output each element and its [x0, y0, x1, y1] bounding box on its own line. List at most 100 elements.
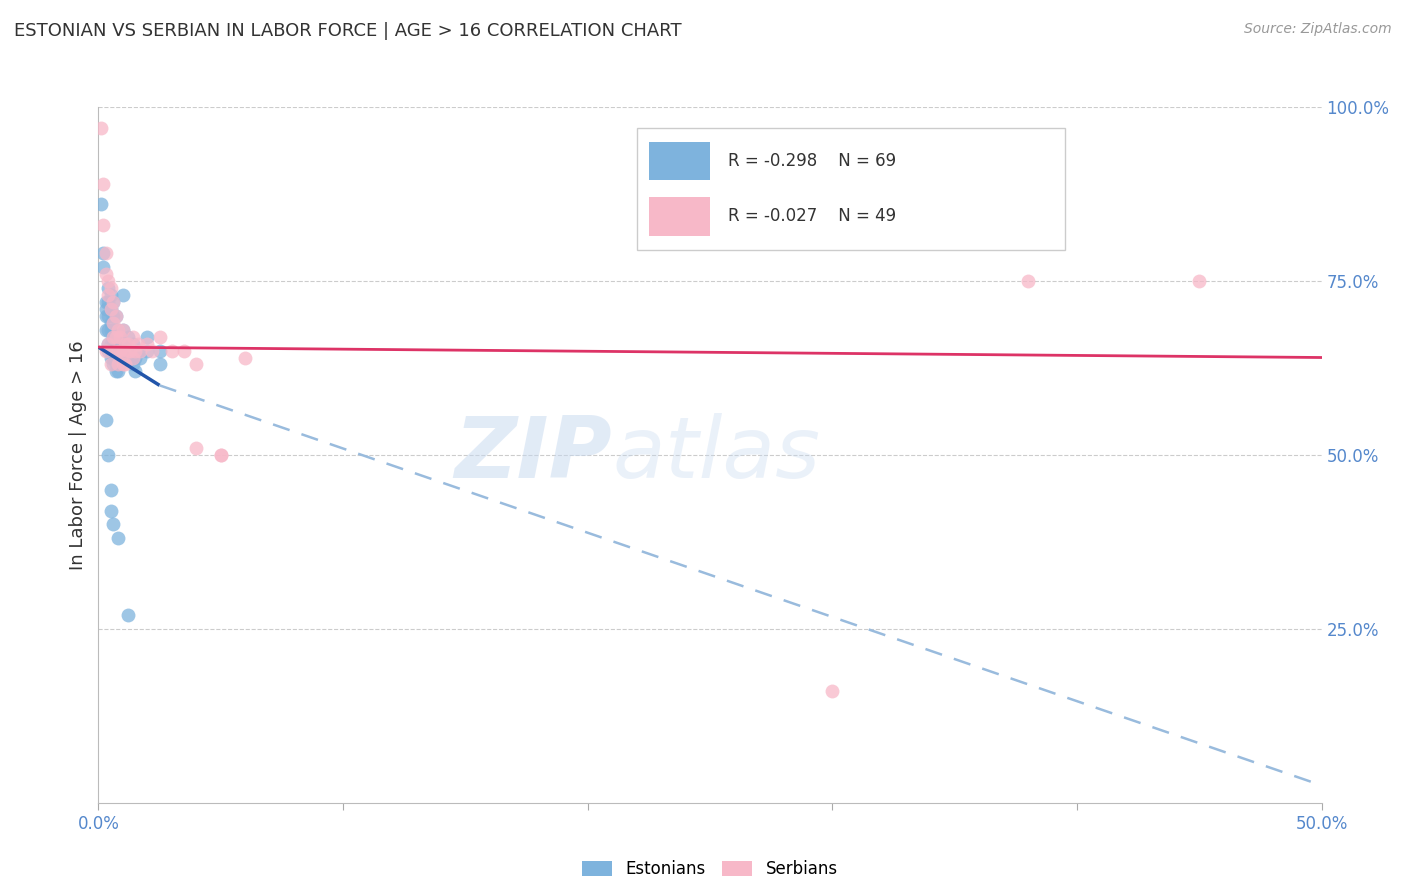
Point	[821, 684, 844, 698]
Point	[104, 336, 127, 351]
Point	[107, 323, 129, 337]
Point	[111, 323, 134, 337]
Point	[101, 517, 124, 532]
Point	[111, 351, 134, 365]
Point	[129, 351, 152, 365]
Point	[117, 343, 139, 358]
Point	[107, 532, 129, 546]
Text: Source: ZipAtlas.com: Source: ZipAtlas.com	[1244, 22, 1392, 37]
Point	[160, 343, 183, 358]
Point	[124, 343, 146, 358]
Point	[97, 448, 120, 462]
Point	[121, 351, 143, 365]
Point	[100, 301, 122, 316]
Point	[94, 294, 117, 309]
Point	[111, 358, 134, 372]
Point	[101, 343, 124, 358]
Point	[121, 336, 143, 351]
Point	[104, 364, 127, 378]
Point	[121, 358, 143, 372]
Point	[117, 329, 139, 343]
Point	[104, 329, 127, 343]
Point	[97, 294, 120, 309]
Point	[186, 441, 208, 455]
Point	[100, 316, 122, 330]
Point	[100, 351, 122, 365]
Point	[101, 294, 124, 309]
Point	[149, 343, 172, 358]
Text: ESTONIAN VS SERBIAN IN LABOR FORCE | AGE > 16 CORRELATION CHART: ESTONIAN VS SERBIAN IN LABOR FORCE | AGE…	[14, 22, 682, 40]
Point	[101, 329, 124, 343]
Point	[114, 336, 136, 351]
Point	[91, 219, 114, 233]
Point	[91, 177, 114, 191]
Point	[117, 336, 139, 351]
Point	[107, 323, 129, 337]
Point	[104, 343, 127, 358]
Point	[124, 351, 146, 365]
Point	[127, 343, 149, 358]
Point	[120, 351, 142, 365]
Point	[121, 329, 143, 343]
Point	[90, 120, 112, 135]
Text: atlas: atlas	[612, 413, 820, 497]
Point	[107, 343, 129, 358]
Point	[110, 343, 132, 358]
Point	[91, 246, 114, 260]
Point	[104, 343, 127, 358]
Point	[100, 301, 122, 316]
Point	[120, 343, 142, 358]
Point	[117, 343, 139, 358]
Point	[100, 281, 122, 295]
Point	[97, 281, 120, 295]
Legend: Estonians, Serbians: Estonians, Serbians	[575, 854, 845, 885]
Point	[111, 288, 134, 302]
Point	[104, 358, 127, 372]
Point	[149, 329, 172, 343]
Point	[97, 343, 120, 358]
Point	[94, 301, 117, 316]
Point	[107, 358, 129, 372]
Point	[104, 309, 127, 323]
Point	[107, 364, 129, 378]
Point	[233, 351, 256, 365]
Point	[91, 260, 114, 274]
Point	[110, 329, 132, 343]
Point	[94, 343, 117, 358]
Point	[97, 288, 120, 302]
Point	[110, 358, 132, 372]
Point	[124, 364, 146, 378]
Point	[136, 336, 159, 351]
Point	[173, 343, 195, 358]
Point	[94, 246, 117, 260]
Point	[100, 288, 122, 302]
Point	[107, 351, 129, 365]
Point	[97, 274, 120, 288]
Text: R = -0.298    N = 69: R = -0.298 N = 69	[728, 152, 897, 169]
Point	[100, 336, 122, 351]
Point	[1188, 274, 1211, 288]
Point	[114, 358, 136, 372]
Point	[117, 607, 139, 622]
Point	[97, 336, 120, 351]
Point	[141, 343, 163, 358]
Point	[111, 336, 134, 351]
Point	[101, 323, 124, 337]
Point	[101, 309, 124, 323]
Point	[97, 309, 120, 323]
Point	[186, 358, 208, 372]
Point	[149, 358, 172, 372]
Point	[104, 323, 127, 337]
Point	[110, 329, 132, 343]
Point	[101, 336, 124, 351]
Point	[101, 351, 124, 365]
Point	[107, 329, 129, 343]
Point	[94, 413, 117, 427]
Point	[94, 323, 117, 337]
Point	[97, 323, 120, 337]
Point	[114, 351, 136, 365]
Point	[90, 197, 112, 211]
Point	[107, 343, 129, 358]
Text: ZIP: ZIP	[454, 413, 612, 497]
Point	[136, 343, 159, 358]
